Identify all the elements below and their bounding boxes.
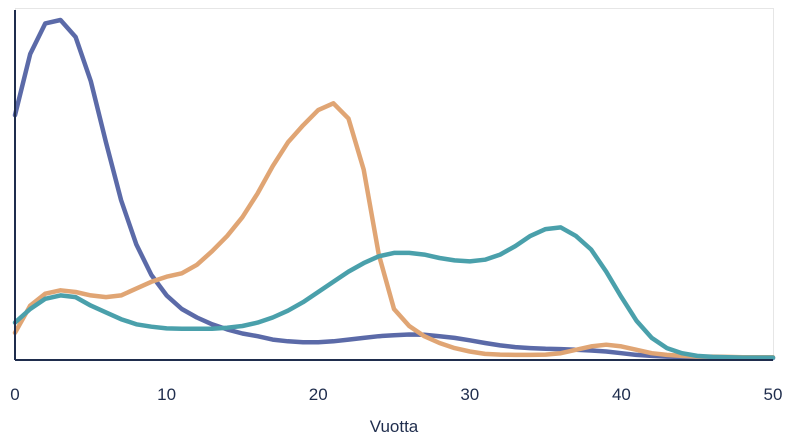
- x-tick-label: 50: [764, 385, 783, 404]
- series-line-3: [12, 225, 776, 360]
- x-tick-label: 40: [612, 385, 631, 404]
- x-tick-label: 30: [460, 385, 479, 404]
- x-tick-labels: 0 10 20 30 40 50: [10, 385, 782, 404]
- x-tick-label: 0: [10, 385, 19, 404]
- x-tick-label: 20: [309, 385, 328, 404]
- x-axis-title: Vuotta: [370, 417, 419, 436]
- series-layer: [12, 17, 776, 361]
- x-tick-label: 10: [157, 385, 176, 404]
- series-line-2: [12, 101, 776, 360]
- series-line-1: [12, 17, 776, 361]
